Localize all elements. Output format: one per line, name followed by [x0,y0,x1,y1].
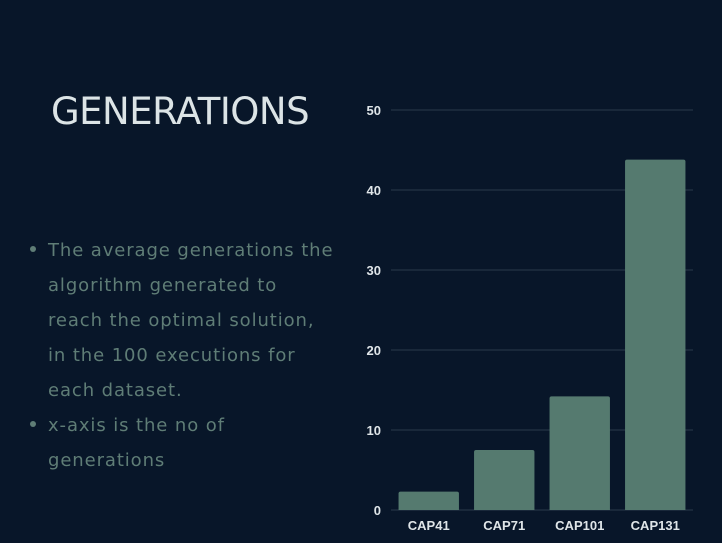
y-tick-label: 50 [367,103,381,118]
bar-cap131 [625,159,686,510]
bar-cap41 [398,491,459,510]
bullet-dot-icon [30,421,36,427]
bullet-text: x-axis is the no of generations [48,415,225,471]
x-tick-label: CAP131 [631,518,680,533]
bullet-text: The average generations the algorithm ge… [48,240,334,401]
x-tick-label: CAP41 [408,518,450,533]
bar-cap101 [549,396,610,510]
bullet-item: x-axis is the no of generations [28,408,338,478]
bar-cap71 [474,450,535,510]
y-tick-label: 10 [367,423,381,438]
y-tick-label: 0 [374,503,381,518]
bars [398,159,686,510]
x-axis-ticks: CAP41 CAP71 CAP101 CAP131 [408,518,680,533]
y-axis-ticks: 0 10 20 30 40 50 [367,103,381,518]
y-tick-label: 30 [367,263,381,278]
bullet-dot-icon [30,246,36,252]
y-tick-label: 20 [367,343,381,358]
y-tick-label: 40 [367,183,381,198]
slide-title: GENERATIONS [51,90,310,133]
bullet-item: The average generations the algorithm ge… [28,233,338,408]
x-tick-label: CAP71 [483,518,525,533]
bullet-list: The average generations the algorithm ge… [28,233,338,478]
x-tick-label: CAP101 [555,518,604,533]
